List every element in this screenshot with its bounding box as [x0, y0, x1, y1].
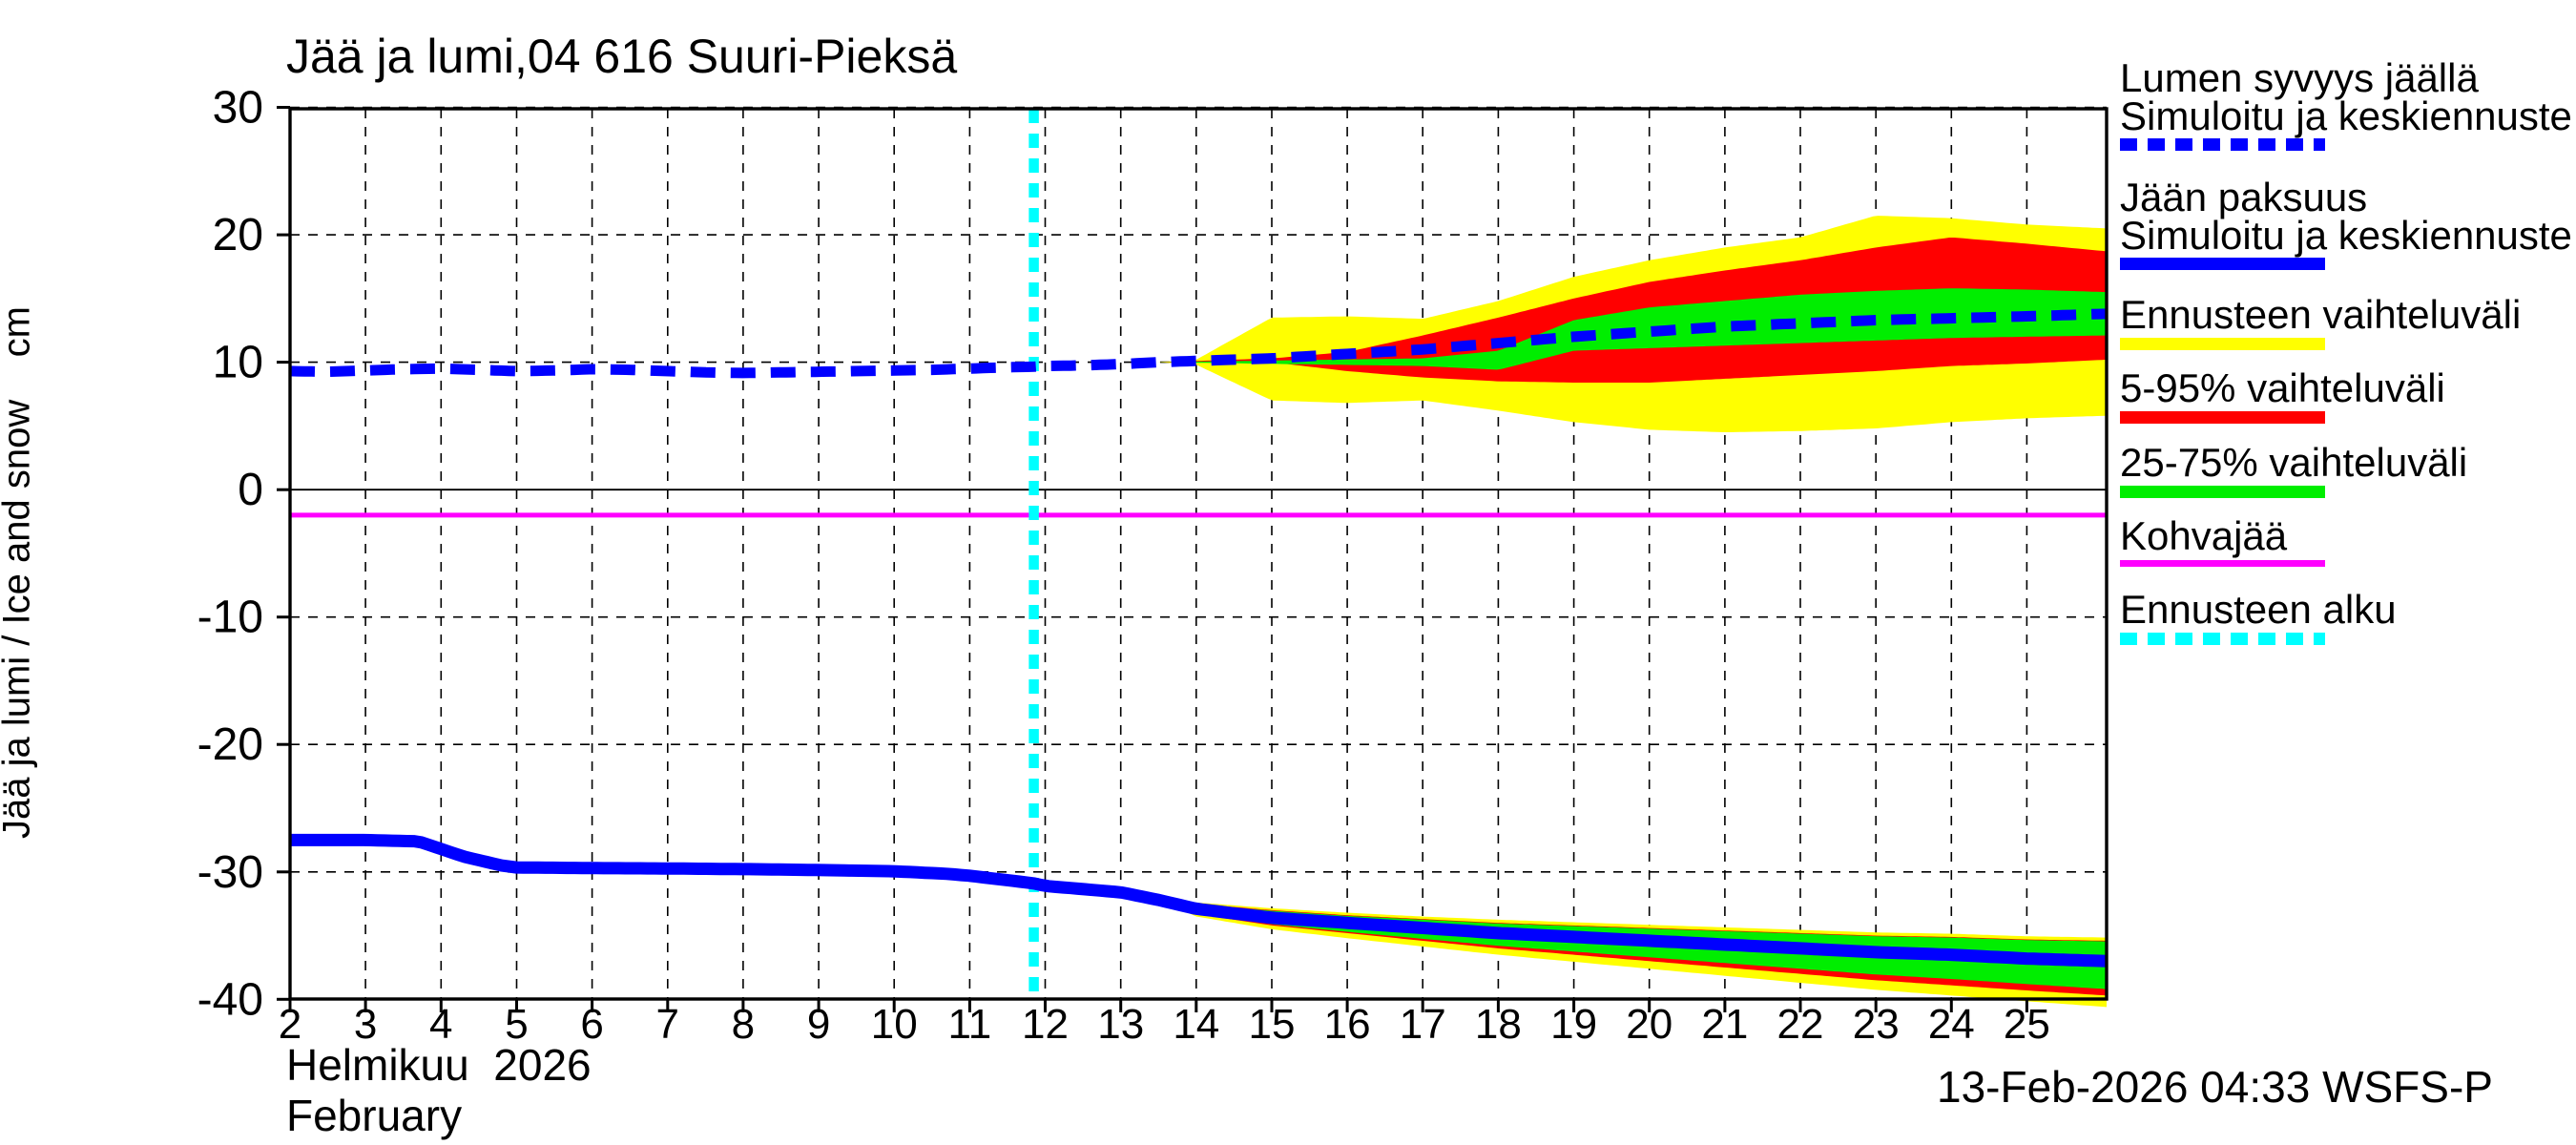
svg-text:19: 19: [1550, 1001, 1597, 1048]
svg-text:25: 25: [2004, 1001, 2050, 1048]
svg-text:11: 11: [948, 1001, 992, 1048]
svg-text:-40: -40: [197, 974, 263, 1025]
svg-text:22: 22: [1777, 1001, 1824, 1048]
svg-text:20: 20: [213, 210, 263, 260]
svg-text:10: 10: [213, 338, 263, 388]
svg-text:15: 15: [1249, 1001, 1296, 1048]
svg-text:13: 13: [1097, 1001, 1144, 1048]
svg-text:-20: -20: [197, 719, 263, 770]
svg-text:8: 8: [732, 1001, 755, 1048]
svg-text:-10: -10: [197, 593, 263, 643]
svg-text:21: 21: [1701, 1001, 1748, 1048]
svg-text:10: 10: [871, 1001, 918, 1048]
svg-text:18: 18: [1475, 1001, 1522, 1048]
svg-text:23: 23: [1853, 1001, 1900, 1048]
svg-text:20: 20: [1626, 1001, 1672, 1048]
svg-text:30: 30: [213, 83, 263, 134]
svg-text:12: 12: [1022, 1001, 1069, 1048]
svg-text:7: 7: [656, 1001, 679, 1048]
svg-text:16: 16: [1324, 1001, 1371, 1048]
svg-text:24: 24: [1928, 1001, 1975, 1048]
svg-text:0: 0: [238, 465, 263, 515]
svg-text:-30: -30: [197, 847, 263, 898]
svg-text:9: 9: [807, 1001, 830, 1048]
svg-text:14: 14: [1173, 1001, 1219, 1048]
svg-text:17: 17: [1400, 1001, 1446, 1048]
